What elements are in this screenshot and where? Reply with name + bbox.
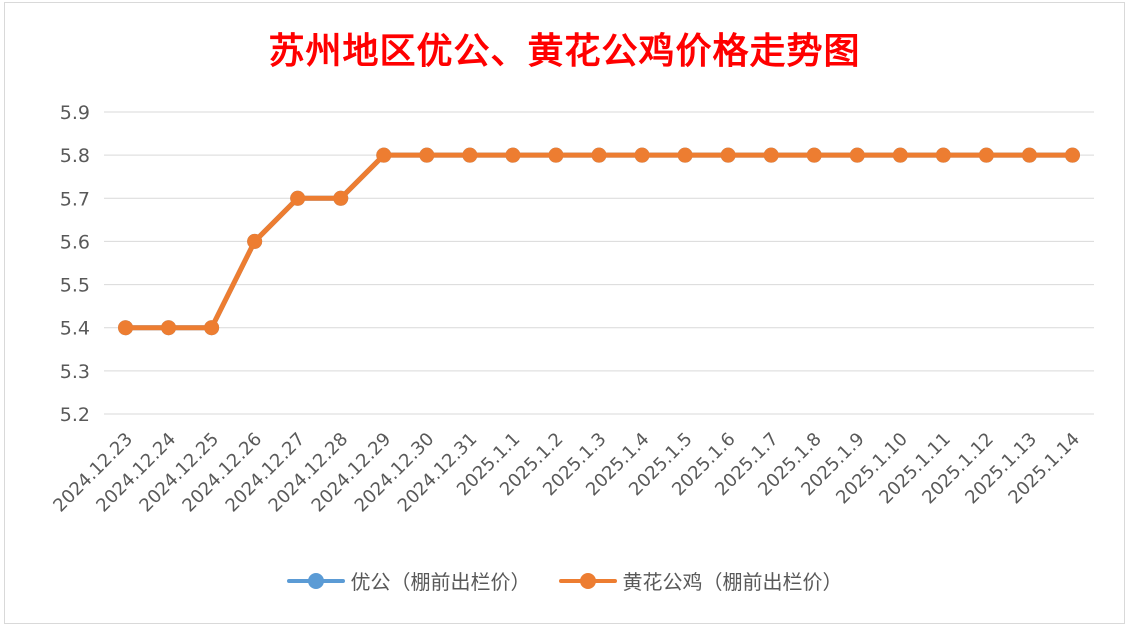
chart-area: [4, 2, 1125, 624]
data-point: [161, 320, 177, 336]
data-point: [505, 147, 521, 163]
y-tick-label: 5.6: [60, 231, 90, 253]
y-tick-label: 5.9: [60, 102, 90, 124]
legend-label: 优公（棚前出栏价）: [350, 570, 531, 594]
y-tick-label: 5.8: [60, 145, 90, 167]
data-point: [376, 147, 392, 163]
data-point: [892, 147, 908, 163]
legend-label: 黄花公鸡（棚前出栏价）: [622, 570, 843, 594]
data-point: [118, 320, 134, 336]
data-point: [333, 190, 349, 206]
y-tick-label: 5.5: [60, 275, 90, 297]
series-2: [118, 147, 1080, 336]
legend: 优公（棚前出栏价） 黄花公鸡（棚前出栏价）: [0, 566, 1129, 595]
data-point: [634, 147, 650, 163]
data-point: [247, 233, 263, 249]
y-tick-label: 5.2: [60, 404, 90, 426]
data-point: [935, 147, 951, 163]
data-point: [806, 147, 822, 163]
data-point: [290, 190, 306, 206]
y-tick-label: 5.4: [60, 318, 90, 340]
data-point: [849, 147, 865, 163]
data-point: [1064, 147, 1080, 163]
data-point: [720, 147, 736, 163]
data-point: [462, 147, 478, 163]
data-point: [763, 147, 779, 163]
y-tick-label: 5.7: [60, 188, 90, 210]
data-point: [204, 320, 220, 336]
x-axis-ticks: 2024.12.232024.12.242024.12.252024.12.26…: [49, 429, 1084, 517]
data-point: [419, 147, 435, 163]
data-point: [1021, 147, 1037, 163]
legend-item: 优公（棚前出栏价）: [286, 566, 531, 595]
data-point: [548, 147, 564, 163]
legend-marker-icon: [558, 571, 617, 591]
data-point: [591, 147, 607, 163]
y-tick-label: 5.3: [60, 361, 90, 383]
series-layer: [118, 147, 1080, 336]
legend-marker-icon: [286, 571, 345, 591]
legend-item: 黄花公鸡（棚前出栏价）: [558, 566, 843, 595]
chart-title: 苏州地区优公、黄花公鸡价格走势图: [268, 30, 861, 72]
data-point: [978, 147, 994, 163]
data-point: [677, 147, 693, 163]
y-axis-ticks: 5.2 5.3 5.4 5.5 5.6 5.7 5.8 5.9: [60, 102, 90, 426]
